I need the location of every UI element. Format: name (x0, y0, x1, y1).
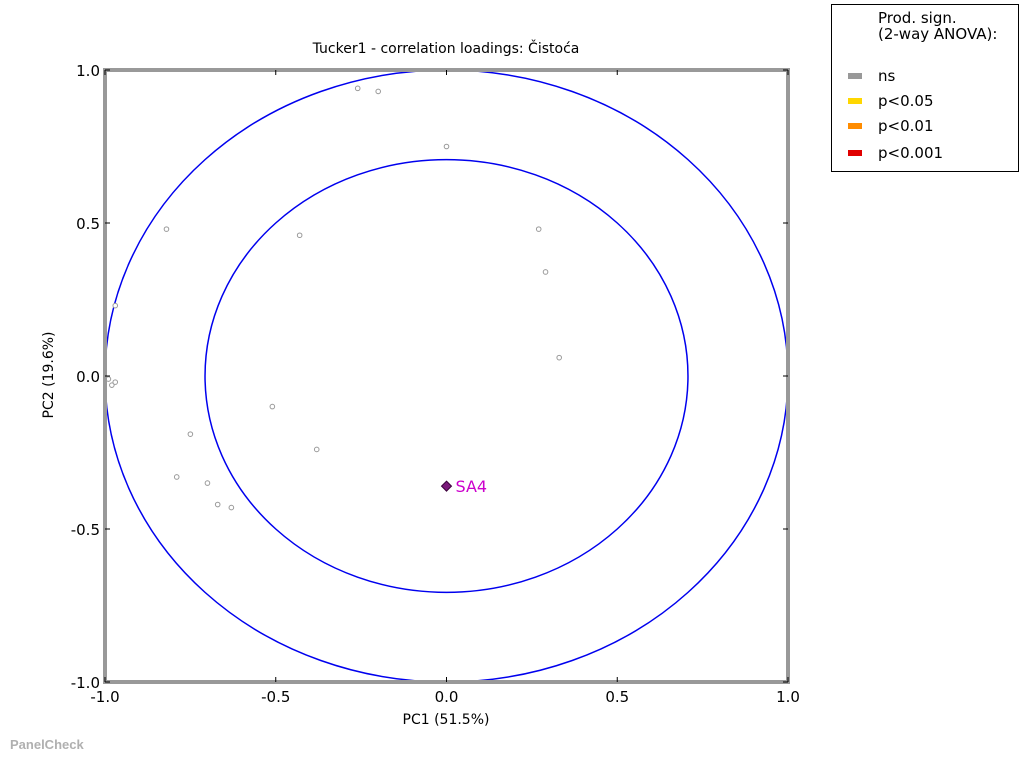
x-tick-label: -0.5 (261, 688, 290, 706)
loading-point (204, 480, 211, 486)
loading-point (375, 88, 382, 95)
highlight-point-marker (440, 480, 453, 492)
loadings-points (105, 85, 562, 511)
legend-swatch-ns (848, 73, 862, 79)
x-tick-label: 0.5 (605, 688, 629, 706)
y-tick-label: -1.0 (71, 674, 100, 692)
y-axis-label: PC2 (19.6%) (41, 332, 57, 419)
loading-point (173, 474, 180, 480)
loading-point (443, 143, 450, 150)
highlight-point-group: SA4 (440, 477, 488, 496)
axis-ticks: -1.0-1.0 -0.5 -0.5 0.0 0.0 0.5 0.5 1.0 1.0 (71, 62, 800, 706)
loading-point (354, 85, 361, 92)
x-axis-label: PC1 (51.5%) (403, 712, 490, 728)
legend-title: Prod. sign. (2-way ANOVA): (878, 9, 998, 43)
reference-circles (104, 69, 789, 683)
legend-item-ns: ns (848, 66, 895, 86)
inner-circle (204, 158, 689, 594)
y-tick-label: 0.5 (76, 215, 100, 233)
legend-swatch-p005 (848, 98, 862, 104)
plot-frame (103, 68, 790, 684)
legend-swatch-p001 (848, 123, 862, 129)
y-tick-label: 0.0 (76, 368, 100, 386)
loading-point (535, 226, 542, 232)
significance-legend: Prod. sign. (2-way ANOVA): ns p<0.05 p<0… (831, 4, 1019, 172)
loading-point (556, 354, 562, 361)
x-tick-label: 1.0 (776, 688, 800, 706)
x-tick-label: -1.0 (90, 688, 119, 706)
legend-item-p0001: p<0.001 (848, 143, 943, 163)
panelcheck-watermark: PanelCheck (10, 737, 84, 752)
highlight-point-label: SA4 (456, 477, 488, 496)
loading-point (214, 501, 221, 508)
loading-point (542, 269, 549, 275)
loading-point (109, 382, 115, 388)
legend-swatch-p0001 (848, 150, 862, 156)
loading-point (187, 431, 194, 437)
y-tick-label: -0.5 (71, 521, 100, 539)
loading-point (313, 446, 320, 453)
outer-circle (104, 69, 789, 683)
loading-point (296, 232, 303, 239)
legend-item-p001: p<0.01 (848, 116, 934, 136)
loading-point (163, 226, 170, 232)
y-tick-label: 1.0 (76, 62, 100, 80)
loading-point (112, 302, 119, 309)
legend-label-p005: p<0.05 (878, 92, 934, 110)
loading-point (112, 379, 119, 385)
loading-point (228, 504, 235, 511)
loading-point (269, 403, 276, 410)
chart-title: Tucker1 - correlation loadings: Čistoća (312, 39, 580, 57)
legend-label-p0001: p<0.001 (878, 144, 944, 162)
legend-label-p001: p<0.01 (878, 117, 934, 135)
legend-label-ns: ns (878, 67, 896, 85)
x-tick-label: 0.0 (435, 688, 459, 706)
legend-item-p005: p<0.05 (848, 91, 934, 111)
